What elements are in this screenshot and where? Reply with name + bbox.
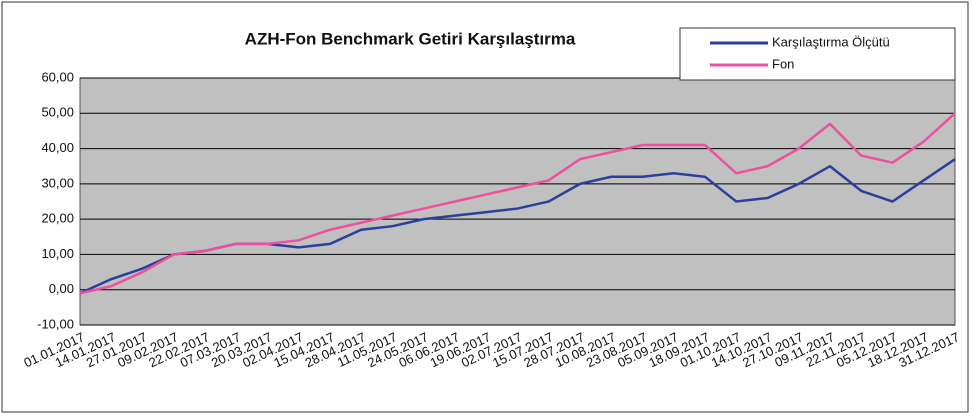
chart-title: AZH-Fon Benchmark Getiri Karşılaştırma	[245, 29, 576, 48]
y-tick-label: -10,00	[37, 316, 74, 331]
y-tick-label: 40,00	[41, 140, 74, 155]
y-tick-label: 30,00	[41, 175, 74, 190]
y-tick-label: 10,00	[41, 246, 74, 261]
series-line	[79, 112, 956, 295]
legend-label: Karşılaştırma Ölçütü	[772, 34, 890, 49]
plot-area	[79, 77, 956, 326]
y-tick-label: 50,00	[41, 105, 74, 120]
y-tick-label: 60,00	[41, 69, 74, 84]
y-tick-label: 0,00	[49, 281, 74, 296]
legend-label: Fon	[772, 56, 794, 71]
y-tick-label: 20,00	[41, 211, 74, 226]
legend-box	[679, 27, 956, 81]
